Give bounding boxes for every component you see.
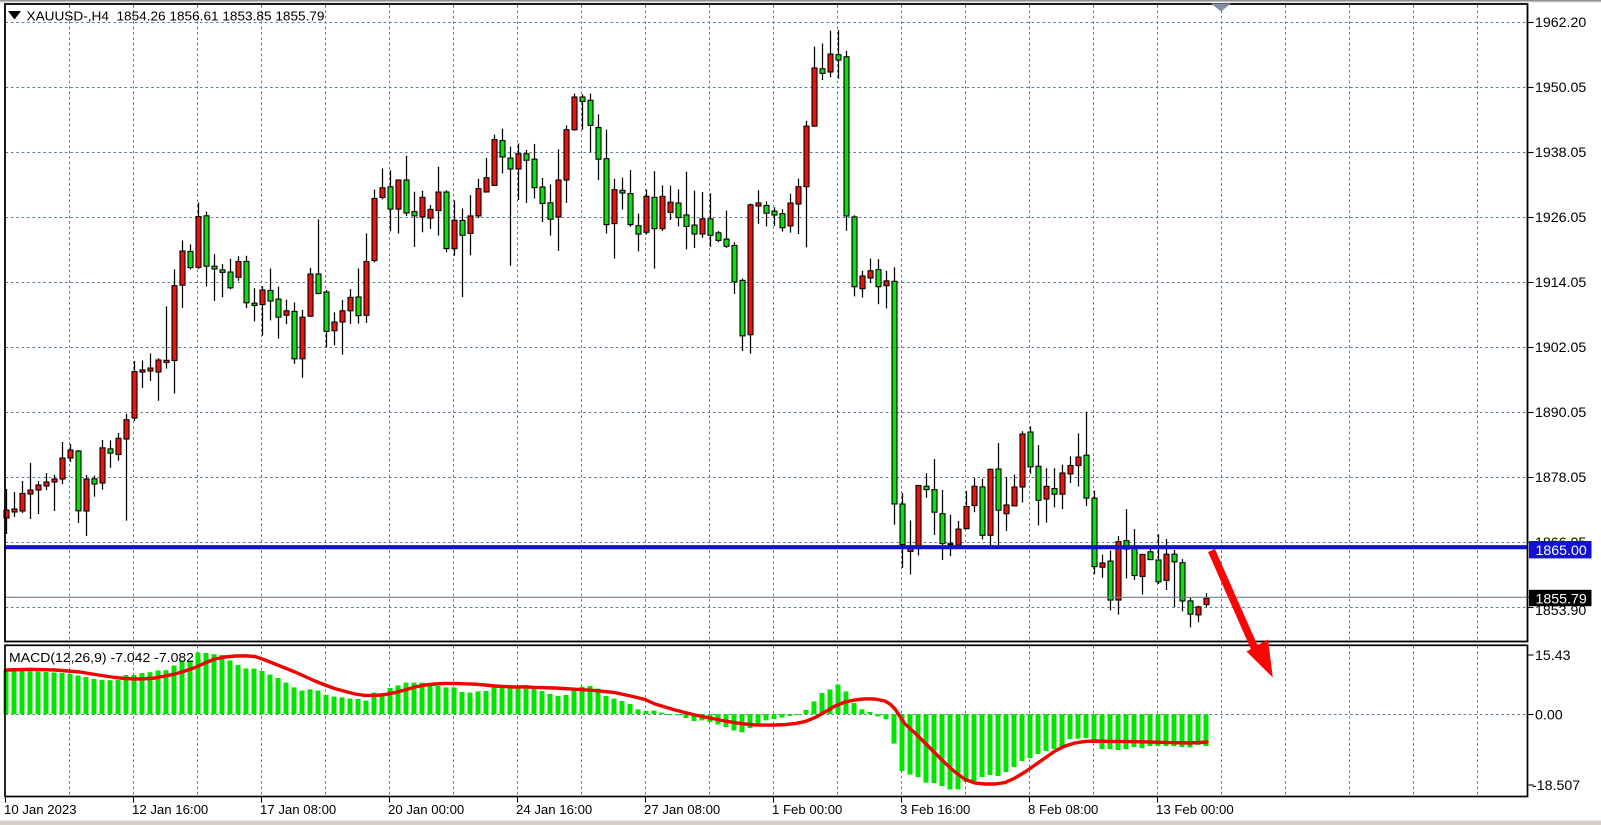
svg-text:1 Feb 00:00: 1 Feb 00:00 — [772, 802, 842, 817]
svg-text:0.00: 0.00 — [1535, 708, 1563, 724]
svg-text:24 Jan 16:00: 24 Jan 16:00 — [516, 802, 592, 817]
svg-text:12 Jan 16:00: 12 Jan 16:00 — [132, 802, 208, 817]
svg-text:1902.05: 1902.05 — [1535, 340, 1586, 356]
svg-text:3 Feb 16:00: 3 Feb 16:00 — [900, 802, 970, 817]
svg-text:17 Jan 08:00: 17 Jan 08:00 — [260, 802, 336, 817]
svg-text:15.43: 15.43 — [1535, 648, 1571, 664]
svg-text:XAUUSD-,H4 1854.26 1856.61 18: XAUUSD-,H4 1854.26 1856.61 1853.85 1855.… — [27, 9, 325, 23]
svg-text:1890.05: 1890.05 — [1535, 405, 1586, 421]
svg-text:27 Jan 08:00: 27 Jan 08:00 — [644, 802, 720, 817]
svg-text:20 Jan 00:00: 20 Jan 00:00 — [388, 802, 464, 817]
svg-text:1938.05: 1938.05 — [1535, 145, 1586, 161]
svg-text:1865.00: 1865.00 — [1536, 543, 1587, 559]
svg-text:-18.507: -18.507 — [1532, 778, 1580, 794]
svg-text:10 Jan 2023: 10 Jan 2023 — [4, 802, 77, 817]
svg-text:MACD(12,26,9) -7.042 -7.082: MACD(12,26,9) -7.042 -7.082 — [9, 651, 194, 665]
svg-text:1853.90: 1853.90 — [1535, 603, 1586, 619]
svg-text:1878.05: 1878.05 — [1535, 470, 1586, 486]
svg-text:1962.20: 1962.20 — [1535, 15, 1586, 31]
svg-text:8 Feb 08:00: 8 Feb 08:00 — [1028, 802, 1098, 817]
svg-text:1926.05: 1926.05 — [1535, 210, 1586, 226]
svg-text:1950.05: 1950.05 — [1535, 80, 1586, 96]
svg-text:1914.05: 1914.05 — [1535, 275, 1586, 291]
svg-text:1855.79: 1855.79 — [1536, 591, 1587, 607]
svg-text:13 Feb 00:00: 13 Feb 00:00 — [1156, 802, 1234, 817]
